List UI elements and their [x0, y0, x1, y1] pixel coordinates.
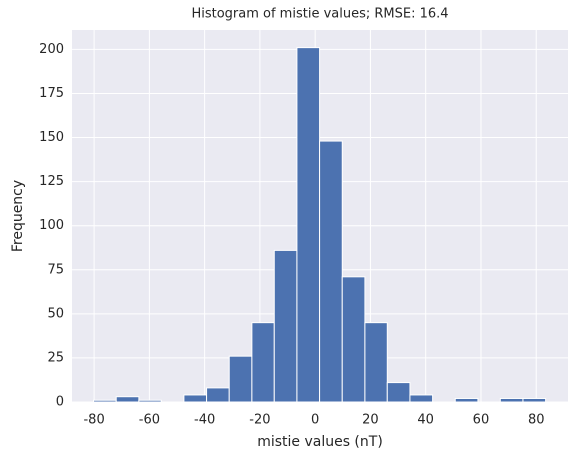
- x-tick-label: -40: [194, 413, 215, 428]
- x-tick-label: 20: [362, 413, 379, 428]
- y-tick-label: 150: [39, 130, 64, 145]
- y-tick-label: 25: [47, 350, 64, 365]
- y-tick-label: 50: [47, 306, 64, 321]
- y-tick-label: 125: [39, 174, 64, 189]
- bar: [341, 276, 366, 403]
- y-tick-label: 200: [39, 42, 64, 57]
- y-tick-label: 75: [47, 262, 64, 277]
- bar: [138, 399, 162, 403]
- bar: [183, 394, 208, 403]
- x-tick-label: -60: [139, 413, 160, 428]
- bar: [364, 322, 388, 403]
- bar: [273, 249, 298, 403]
- x-tick-label: 60: [473, 413, 490, 428]
- bar: [319, 140, 343, 403]
- chart-title: Histogram of mistie values; RMSE: 16.4: [191, 7, 448, 22]
- y-tick-label: 100: [39, 218, 64, 233]
- bar: [93, 399, 117, 403]
- y-axis-label: Frequency: [10, 180, 26, 252]
- x-axis-label: mistie values (nT): [257, 434, 383, 450]
- x-tick-label: 0: [311, 413, 319, 428]
- bar: [499, 397, 524, 403]
- bar: [409, 394, 434, 403]
- bar: [454, 397, 479, 403]
- y-tick-label: 0: [56, 395, 64, 410]
- bar: [386, 382, 411, 403]
- x-tick-label: -20: [249, 413, 270, 428]
- bar: [522, 397, 547, 403]
- bar: [115, 396, 140, 403]
- y-tick-label: 175: [39, 86, 64, 101]
- bar: [296, 47, 321, 403]
- x-tick-label: 40: [417, 413, 434, 428]
- bar: [206, 387, 230, 403]
- bar: [228, 355, 253, 403]
- bar: [251, 322, 275, 403]
- x-tick-label: 80: [528, 413, 545, 428]
- x-tick-label: -80: [83, 413, 104, 428]
